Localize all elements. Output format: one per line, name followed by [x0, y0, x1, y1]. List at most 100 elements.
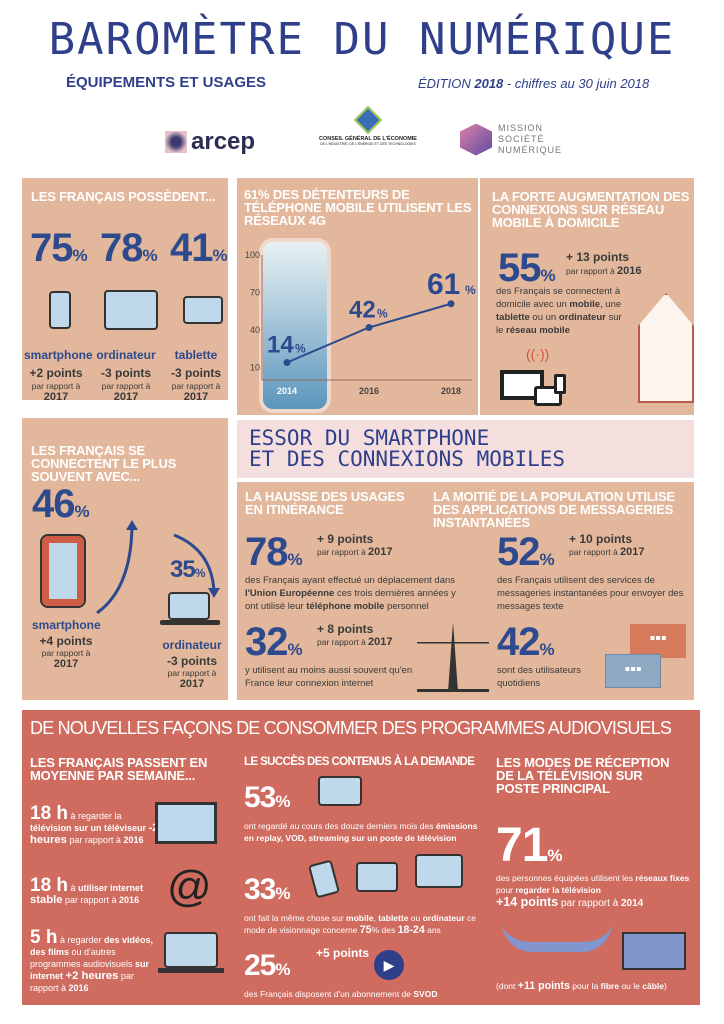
stat: 78% — [245, 532, 303, 580]
stat-unit: % — [287, 640, 303, 659]
text-segment: à — [68, 883, 79, 893]
data-label: 14 — [267, 332, 294, 359]
page-subtitle: ÉQUIPEMENTS ET USAGES — [66, 74, 267, 91]
text-segment: 75 — [359, 924, 372, 936]
stat-ref: par rapport à — [31, 381, 81, 391]
stat-value: 52 — [497, 530, 540, 574]
stat-text: ont regardé au cours des douze derniers … — [244, 820, 484, 844]
text-segment: à regarder — [57, 935, 104, 945]
text-segment: téléphone mobile — [306, 601, 385, 612]
television-icon — [155, 802, 217, 844]
stat: 32% — [245, 622, 303, 670]
banner-line2: ET DES CONNEXIONS MOBILES — [249, 447, 566, 471]
ref-text: par rapport à — [167, 668, 217, 678]
text-segment: réseau mobile — [506, 325, 570, 336]
stat-change: + 9 points — [317, 532, 374, 546]
ref-text: par rapport à — [317, 637, 369, 647]
text-segment: +2 heures — [65, 970, 119, 982]
text-segment: SVOD — [413, 989, 438, 999]
roaming-title: LA HAUSSE DES USAGES EN ITINÉRANCE — [245, 489, 405, 517]
stat: 52% — [497, 532, 555, 580]
smartphone-value: 46 — [32, 482, 75, 526]
reception-stat: 71% — [496, 822, 563, 880]
text-segment: câble — [642, 981, 664, 991]
mobile-usage-panel: LA HAUSSE DES USAGES EN ITINÉRANCE LA MO… — [237, 482, 694, 700]
text-segment: ) — [663, 981, 667, 991]
chart-title: 61% DES DÉTENTEURS DE TÉLÉPHONE MOBILE U… — [244, 187, 472, 228]
text-segment: 2016 — [68, 983, 89, 993]
week-item: 18 h à regarder la télévision sur un tél… — [30, 804, 160, 846]
text-segment: sur internet — [30, 959, 150, 981]
text-segment: émissions en replay, VOD, streaming sur … — [244, 821, 478, 843]
text-segment: 18-24 — [397, 924, 425, 936]
ref-year: 2016 — [617, 265, 642, 277]
at-sign-icon: @ — [167, 862, 212, 911]
stat-value: 71 — [496, 819, 548, 872]
chat-bubble-icon: ▪▪▪ — [605, 654, 661, 688]
hours-value: 18 h — [30, 875, 69, 896]
reception-text: des personnes équipées utilisent les rés… — [496, 872, 692, 896]
stat: 33% — [244, 870, 291, 914]
edition-suffix: - chiffres au 30 juin 2018 — [503, 76, 650, 91]
stat-ref: par rapport à 2017 — [317, 546, 393, 558]
stat-text: des Français ayant effectué un déplaceme… — [245, 574, 470, 613]
stat-year: 2017 — [43, 391, 69, 403]
text-segment: ce mode de visionnage concerne — [244, 913, 476, 935]
text-segment: à regarder la — [68, 811, 122, 821]
text-segment: , une — [600, 299, 622, 310]
stat: 25% — [244, 946, 291, 990]
msn-mark-icon — [460, 123, 492, 156]
smartphone-icon — [40, 534, 86, 608]
text-segment: 2016 — [123, 835, 144, 845]
stat-value: 75 — [30, 226, 73, 270]
msn-logo: MISSION SOCIÉTÉ NUMÉRIQUE — [460, 123, 562, 156]
stat-value: 32 — [245, 620, 288, 664]
unit: % — [74, 502, 90, 521]
stat-unit: % — [539, 550, 555, 569]
text-segment: ordinateur — [422, 913, 465, 923]
text-segment: regarder la télévision — [515, 885, 601, 895]
text-segment: ces trois dernières années y ont utilisé… — [245, 588, 456, 612]
tablet-play-icon — [356, 862, 398, 892]
msn-line3: NUMÉRIQUE — [498, 145, 563, 155]
ref-year: 2017 — [368, 636, 393, 648]
text-segment: ou un — [529, 312, 559, 323]
cge-mark-icon — [353, 105, 383, 135]
arcep-logo: arcep — [165, 128, 255, 156]
data-point — [283, 359, 291, 366]
text-segment: +11 points — [517, 980, 570, 992]
msn-line2: SOCIÉTÉ — [498, 134, 545, 144]
text-segment: ou d'autres programmes audiovisuels — [30, 947, 136, 969]
laptop-base — [158, 968, 224, 973]
av-title: DE NOUVELLES FAÇONS DE CONSOMMER DES PRO… — [30, 718, 672, 738]
y-tick-label: 100 — [245, 250, 260, 260]
laptop-play-icon — [415, 854, 463, 888]
cge-logo: CONSEIL GÉNÉRAL DE L'ÉCONOMIE DE L'INDUS… — [318, 105, 418, 146]
stat: 42% — [497, 622, 555, 670]
text-segment: sur le — [496, 312, 622, 336]
text-segment: mobile — [569, 299, 601, 310]
home-title: LA FORTE AUGMENTATION DES CONNEXIONS SUR… — [492, 189, 690, 230]
phone-illustration — [259, 238, 331, 413]
text-segment: , — [373, 913, 379, 923]
chat-bubble-icon: ▪▪▪ — [630, 624, 686, 658]
cge-line1: CONSEIL GÉNÉRAL DE L'ÉCONOMIE — [319, 136, 417, 142]
ref-text: par rapport à — [317, 547, 369, 557]
text-segment: (dont — [496, 981, 518, 991]
stat-unit: % — [539, 640, 555, 659]
text-segment: pour la — [569, 981, 601, 991]
text-segment: des Français utilisent des services de m… — [497, 575, 684, 612]
x-tick-label: 2014 — [277, 386, 297, 396]
text-segment: 2016 — [119, 895, 140, 905]
stat-ref: par rapport à 2017 — [569, 546, 645, 558]
data-point — [447, 300, 455, 308]
home-mobile-panel: LA FORTE AUGMENTATION DES CONNEXIONS SUR… — [480, 178, 694, 415]
fiber-cable-icon — [502, 922, 612, 952]
computer-change: -3 points — [167, 654, 217, 668]
text-segment: stable — [30, 894, 63, 906]
stat-text: y utilisent au moins aussi souvent qu'en… — [245, 664, 415, 690]
stat-change: + 8 points — [317, 622, 374, 636]
text-segment: des personnes équipées utilisent les — [496, 873, 636, 883]
week-item: 5 h à regarder des vidéos, des films ou … — [30, 928, 160, 994]
